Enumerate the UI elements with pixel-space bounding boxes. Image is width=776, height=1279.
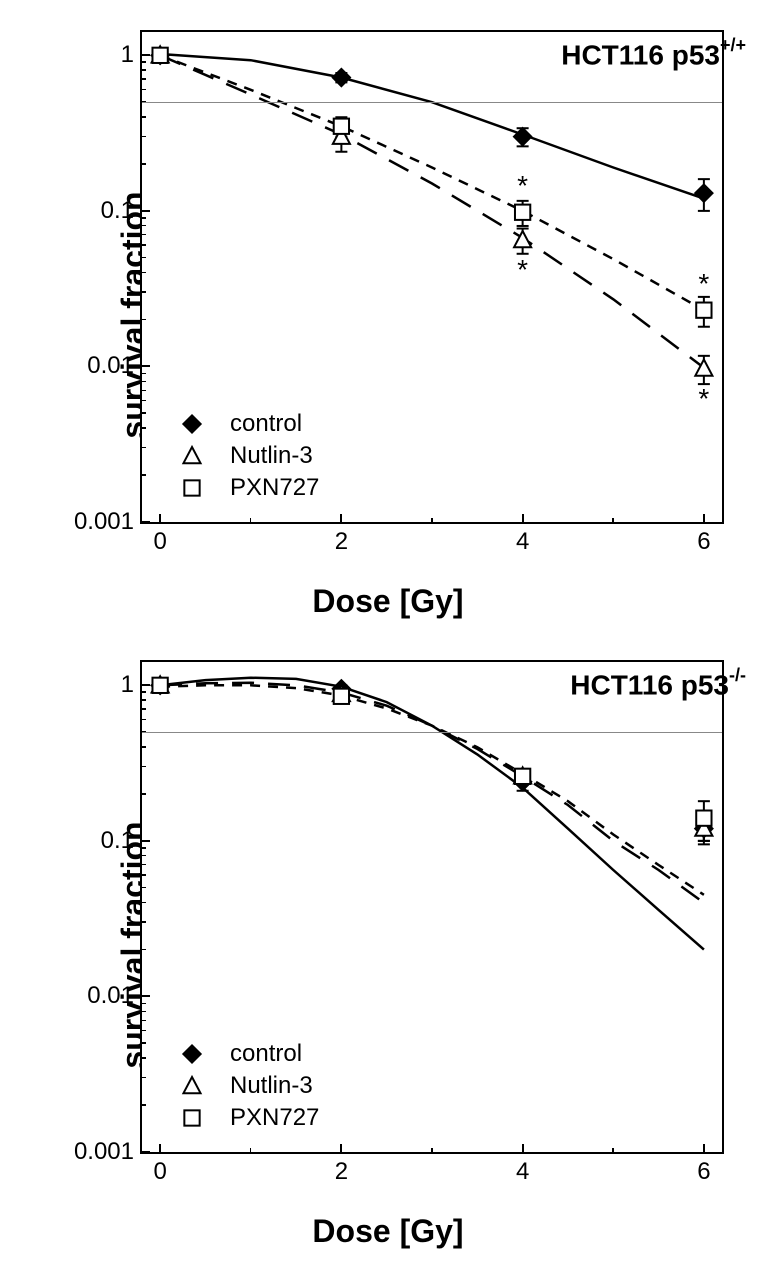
legend-marker-icon: [172, 476, 212, 500]
legend-row: Nutlin-3: [172, 440, 319, 472]
legend-label: control: [230, 1040, 302, 1068]
reference-line: [142, 102, 722, 103]
significance-star: *: [698, 268, 709, 300]
reference-line: [142, 732, 722, 733]
x-axis-title: Dose [Gy]: [312, 583, 463, 620]
legend-marker-icon: [172, 1042, 212, 1066]
chart-panel-1: survival fractionDose [Gy]HCT116 p53-/-0…: [0, 630, 776, 1260]
legend-marker-icon: [172, 412, 212, 436]
x-tick-label: 0: [153, 1158, 166, 1186]
significance-star: *: [698, 383, 709, 415]
y-tick-label: 0.001: [68, 1138, 134, 1166]
chart-panel-0: survival fractionDose [Gy]HCT116 p53+/+0…: [0, 0, 776, 630]
x-tick-label: 2: [335, 528, 348, 556]
y-tick-label: 0.01: [68, 982, 134, 1010]
legend-row: PXN727: [172, 1102, 319, 1134]
y-tick-label: 0.001: [68, 508, 134, 536]
legend: control Nutlin-3 PXN727: [172, 408, 319, 504]
legend-label: Nutlin-3: [230, 442, 313, 470]
x-tick-label: 6: [697, 528, 710, 556]
x-tick-label: 2: [335, 1158, 348, 1186]
significance-star: *: [517, 170, 528, 202]
chart-title: HCT116 p53+/+: [561, 38, 746, 71]
x-tick-label: 4: [516, 528, 529, 556]
y-tick-label: 0.1: [68, 827, 134, 855]
plot-area: 024610.10.010.001****controlNutlin-3PXN7…: [140, 30, 724, 524]
legend-label: control: [230, 410, 302, 438]
x-tick-label: 4: [516, 1158, 529, 1186]
y-tick-label: 0.1: [68, 197, 134, 225]
legend-label: PXN727: [230, 1104, 319, 1132]
legend-row: control: [172, 1038, 319, 1070]
legend-row: Nutlin-3: [172, 1070, 319, 1102]
legend-marker-icon: [172, 1074, 212, 1098]
legend-label: Nutlin-3: [230, 1072, 313, 1100]
y-tick-label: 1: [68, 671, 134, 699]
legend-marker-icon: [172, 1106, 212, 1130]
x-tick-label: 0: [153, 528, 166, 556]
y-tick-label: 1: [68, 41, 134, 69]
plot-area: 024610.10.010.001controlNutlin-3PXN727: [140, 660, 724, 1154]
significance-star: *: [517, 254, 528, 286]
x-tick-label: 6: [697, 1158, 710, 1186]
legend: control Nutlin-3 PXN727: [172, 1038, 319, 1134]
chart-title: HCT116 p53-/-: [570, 668, 746, 701]
y-tick-label: 0.01: [68, 352, 134, 380]
legend-label: PXN727: [230, 474, 319, 502]
legend-row: PXN727: [172, 472, 319, 504]
x-axis-title: Dose [Gy]: [312, 1213, 463, 1250]
legend-marker-icon: [172, 444, 212, 468]
legend-row: control: [172, 408, 319, 440]
